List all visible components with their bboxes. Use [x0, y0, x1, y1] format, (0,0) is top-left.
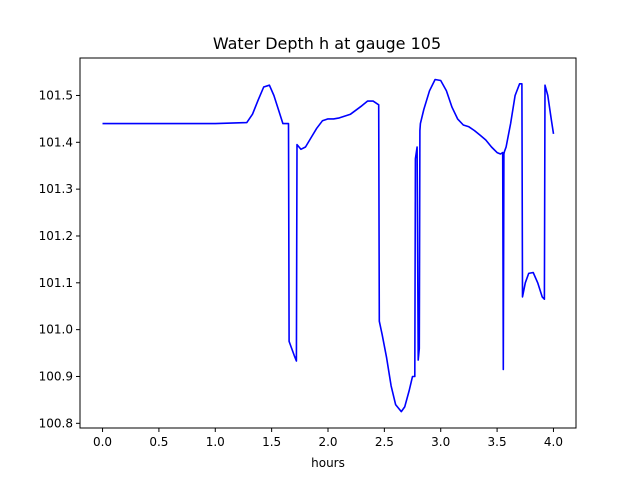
x-axis-ticks: 0.0 0.5 1.0 1.5 2.0 2.5 3.0 3.5 4.0 — [93, 428, 563, 449]
x-tick-label: 0.5 — [149, 435, 168, 449]
x-tick-label: 3.0 — [431, 435, 450, 449]
y-tick-label: 101.1 — [39, 276, 73, 290]
x-tick-label: 1.0 — [206, 435, 225, 449]
plot-area-frame — [79, 57, 577, 429]
x-tick-label: 3.5 — [488, 435, 507, 449]
x-tick-label: 2.0 — [318, 435, 337, 449]
x-tick-label: 1.5 — [262, 435, 281, 449]
y-tick-label: 101.2 — [39, 229, 73, 243]
chart-title: Water Depth h at gauge 105 — [213, 34, 441, 53]
y-tick-label: 101.3 — [39, 182, 73, 196]
y-tick-label: 101.4 — [39, 135, 73, 149]
y-axis-ticks: 100.8 100.9 101.0 101.1 101.2 101.3 101.4 101.5 — [39, 88, 80, 430]
plot-lines — [102, 78, 555, 413]
x-tick-label: 0.0 — [93, 435, 112, 449]
series-line — [102, 78, 555, 413]
y-tick-label: 101.0 — [39, 323, 73, 337]
y-tick-label: 101.5 — [39, 88, 73, 102]
x-tick-label: 4.0 — [544, 435, 563, 449]
y-tick-label: 100.9 — [39, 369, 73, 383]
y-tick-label: 100.8 — [39, 416, 73, 430]
x-axis-label: hours — [311, 456, 345, 470]
x-tick-label: 2.5 — [375, 435, 394, 449]
